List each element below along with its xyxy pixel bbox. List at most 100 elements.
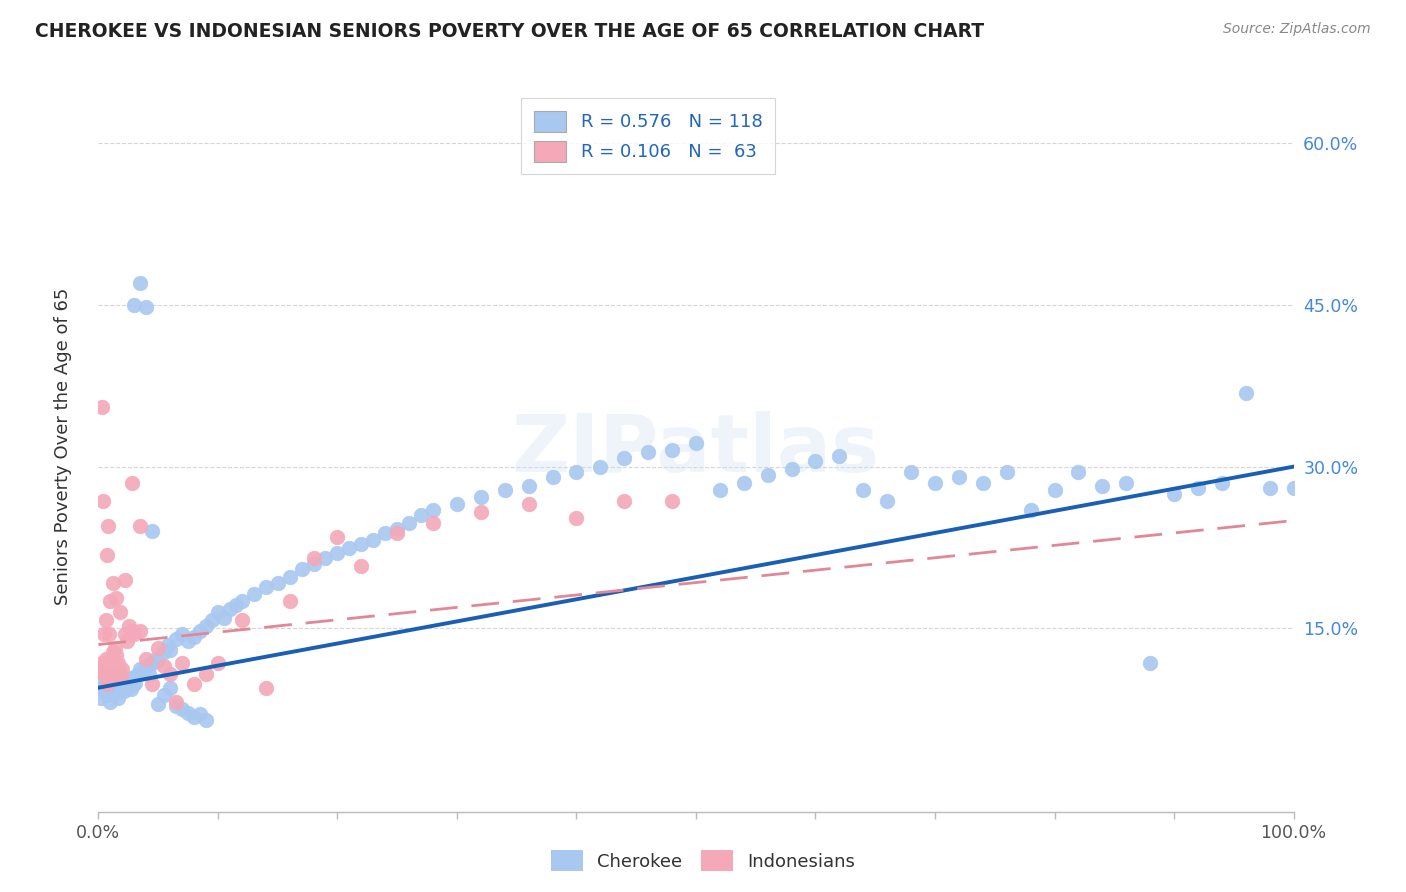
Point bbox=[225, 598, 247, 612]
Point bbox=[709, 483, 731, 498]
Point bbox=[97, 675, 120, 690]
Point bbox=[114, 627, 136, 641]
Point bbox=[114, 677, 136, 691]
Point bbox=[517, 497, 540, 511]
Point bbox=[1258, 481, 1281, 495]
Point bbox=[115, 672, 138, 686]
Point bbox=[411, 508, 433, 523]
Point bbox=[98, 627, 121, 641]
Point bbox=[267, 576, 290, 591]
Point bbox=[589, 459, 612, 474]
Point bbox=[107, 681, 129, 695]
Point bbox=[172, 627, 194, 641]
Point bbox=[127, 666, 149, 681]
Point bbox=[96, 677, 118, 691]
Point bbox=[107, 656, 129, 670]
Point bbox=[188, 624, 211, 638]
Text: Seniors Poverty Over the Age of 65: Seniors Poverty Over the Age of 65 bbox=[55, 287, 72, 605]
Point bbox=[374, 526, 396, 541]
Point bbox=[165, 699, 187, 714]
Point bbox=[446, 497, 468, 511]
Point bbox=[1115, 475, 1137, 490]
Point bbox=[995, 465, 1018, 479]
Point bbox=[101, 670, 124, 684]
Point bbox=[177, 706, 200, 720]
Point bbox=[159, 666, 181, 681]
Point bbox=[90, 691, 112, 706]
Point bbox=[118, 619, 141, 633]
Legend: R = 0.576   N = 118, R = 0.106   N =  63: R = 0.576 N = 118, R = 0.106 N = 63 bbox=[522, 98, 775, 174]
Point bbox=[201, 613, 224, 627]
Point bbox=[91, 656, 114, 670]
Point bbox=[115, 680, 138, 694]
Point bbox=[613, 494, 636, 508]
Text: ZIPatlas: ZIPatlas bbox=[512, 411, 880, 490]
Point bbox=[124, 676, 146, 690]
Point bbox=[94, 651, 117, 665]
Point bbox=[828, 449, 851, 463]
Point bbox=[212, 610, 235, 624]
Point bbox=[207, 656, 229, 670]
Point bbox=[100, 666, 122, 681]
Point bbox=[613, 450, 636, 465]
Point bbox=[517, 479, 540, 493]
Point bbox=[924, 475, 946, 490]
Point bbox=[114, 573, 136, 587]
Point bbox=[100, 677, 122, 691]
Point bbox=[93, 627, 115, 641]
Point bbox=[153, 688, 176, 702]
Point bbox=[145, 651, 167, 665]
Point bbox=[141, 677, 163, 691]
Point bbox=[350, 558, 373, 573]
Point bbox=[93, 665, 115, 679]
Point bbox=[326, 546, 349, 560]
Point bbox=[124, 627, 146, 641]
Point bbox=[385, 526, 409, 541]
Point bbox=[148, 654, 170, 668]
Point bbox=[141, 524, 163, 539]
Point bbox=[219, 602, 242, 616]
Point bbox=[159, 643, 181, 657]
Point bbox=[291, 562, 314, 576]
Point bbox=[339, 541, 361, 555]
Point bbox=[121, 675, 143, 690]
Point bbox=[948, 470, 970, 484]
Point bbox=[159, 681, 181, 695]
Point bbox=[972, 475, 994, 490]
Point bbox=[565, 465, 588, 479]
Point bbox=[1163, 486, 1185, 500]
Point bbox=[350, 537, 373, 551]
Point bbox=[780, 462, 803, 476]
Point bbox=[637, 444, 659, 458]
Point bbox=[98, 670, 121, 684]
Point bbox=[1019, 502, 1042, 516]
Point bbox=[422, 502, 444, 516]
Point bbox=[108, 675, 131, 690]
Point bbox=[231, 613, 253, 627]
Point bbox=[131, 665, 153, 679]
Point bbox=[124, 670, 146, 684]
Point bbox=[172, 702, 194, 716]
Point bbox=[91, 401, 114, 415]
Point bbox=[111, 662, 134, 676]
Point bbox=[470, 505, 492, 519]
Point bbox=[129, 624, 152, 638]
Point bbox=[302, 557, 325, 571]
Point bbox=[135, 651, 157, 665]
Point bbox=[91, 675, 114, 690]
Point bbox=[90, 665, 112, 679]
Point bbox=[156, 638, 179, 652]
Point bbox=[108, 605, 131, 619]
Point bbox=[1187, 481, 1209, 495]
Point bbox=[97, 519, 120, 533]
Point bbox=[172, 656, 194, 670]
Point bbox=[91, 662, 114, 676]
Point bbox=[120, 681, 142, 696]
Point bbox=[153, 645, 176, 659]
Point bbox=[852, 483, 875, 498]
Point bbox=[363, 533, 385, 547]
Point bbox=[94, 613, 117, 627]
Point bbox=[101, 645, 124, 659]
Point bbox=[105, 648, 128, 663]
Point bbox=[254, 581, 277, 595]
